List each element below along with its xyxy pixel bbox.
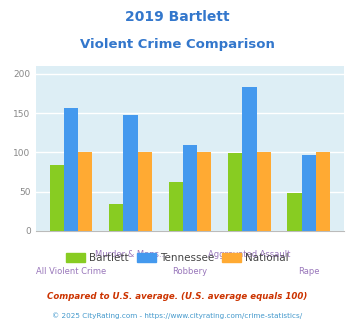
- Text: Violent Crime Comparison: Violent Crime Comparison: [80, 38, 275, 51]
- Bar: [78, 152, 92, 231]
- Text: Aggravated Assault: Aggravated Assault: [208, 250, 291, 259]
- Bar: [257, 152, 271, 231]
- Text: Compared to U.S. average. (U.S. average equals 100): Compared to U.S. average. (U.S. average …: [47, 292, 308, 301]
- Text: © 2025 CityRating.com - https://www.cityrating.com/crime-statistics/: © 2025 CityRating.com - https://www.city…: [53, 312, 302, 318]
- Bar: [228, 153, 242, 231]
- Bar: [123, 115, 138, 231]
- Bar: [138, 152, 152, 231]
- Bar: [242, 87, 257, 231]
- Text: Robbery: Robbery: [173, 267, 207, 276]
- Bar: [50, 165, 64, 231]
- Text: 2019 Bartlett: 2019 Bartlett: [125, 10, 230, 24]
- Bar: [197, 152, 211, 231]
- Bar: [169, 182, 183, 231]
- Bar: [302, 155, 316, 231]
- Text: All Violent Crime: All Violent Crime: [36, 267, 106, 276]
- Bar: [183, 145, 197, 231]
- Bar: [64, 109, 78, 231]
- Legend: Bartlett, Tennessee, National: Bartlett, Tennessee, National: [62, 248, 293, 267]
- Bar: [288, 193, 302, 231]
- Bar: [316, 152, 330, 231]
- Text: Murder & Mans...: Murder & Mans...: [94, 250, 166, 259]
- Text: Rape: Rape: [298, 267, 320, 276]
- Bar: [109, 204, 123, 231]
